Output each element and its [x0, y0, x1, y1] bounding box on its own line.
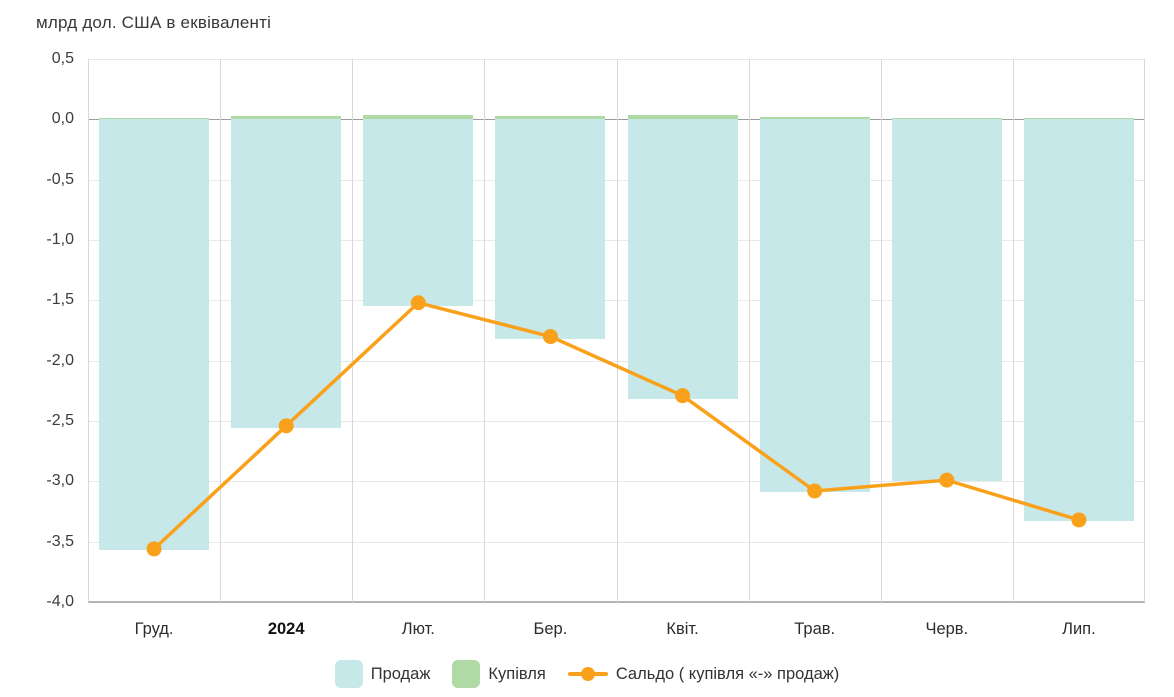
gridline-v: [352, 59, 354, 602]
gridline-v: [748, 59, 750, 602]
legend-label-saldo: Сальдо ( купівля «-» продаж): [615, 664, 840, 683]
saldo-point[interactable]: [278, 418, 294, 434]
purchase-swatch-icon: [452, 660, 481, 688]
y-tick-label: -3,0: [46, 472, 74, 490]
x-tick-label: Лют.: [401, 620, 435, 638]
y-tick-label: -4,0: [46, 593, 74, 610]
saldo-line-path: [152, 300, 1080, 551]
saldo-point[interactable]: [410, 295, 426, 311]
bar-sale[interactable]: [891, 119, 1002, 482]
bar-purchase[interactable]: [1023, 118, 1134, 120]
y-tick-label: 0,0: [51, 110, 74, 128]
gridline-v: [616, 59, 618, 602]
gridline-v: [484, 59, 486, 602]
y-tick-label: -1,0: [46, 231, 74, 248]
y-tick-label: -2,0: [46, 351, 74, 369]
gridline-v: [1144, 59, 1145, 602]
bar-purchase[interactable]: [231, 115, 342, 120]
x-tick-label: Бер.: [533, 620, 568, 638]
y-tick-label: -2,5: [46, 412, 74, 429]
legend-item-saldo[interactable]: Сальдо ( купівля «-» продаж): [567, 664, 840, 684]
bar-sale[interactable]: [99, 119, 210, 551]
plot-area: [88, 59, 1145, 603]
saldo-point[interactable]: [807, 483, 823, 499]
saldo-line-icon: [567, 666, 608, 682]
gridline-h: [88, 601, 1145, 603]
bar-purchase[interactable]: [891, 118, 1002, 120]
x-tick-label: 2024: [267, 620, 305, 638]
bar-sale[interactable]: [363, 119, 474, 307]
saldo-point[interactable]: [939, 472, 955, 488]
gridline-v: [880, 59, 882, 602]
sale-swatch-icon: [334, 660, 363, 688]
gridline-v: [88, 59, 89, 602]
legend-label-purchase: Купівля: [488, 664, 546, 683]
legend-label-sale: Продаж: [370, 664, 431, 683]
bar-purchase[interactable]: [495, 115, 606, 120]
y-tick-label: -1,5: [46, 291, 74, 309]
gridline-v: [1012, 59, 1014, 602]
legend-item-sale[interactable]: Продаж: [334, 660, 431, 688]
x-tick-label: Черв.: [925, 620, 969, 638]
x-tick-label: Трав.: [794, 620, 836, 638]
x-tick-label: Квіт.: [666, 620, 699, 638]
bar-sale[interactable]: [1023, 119, 1134, 522]
bar-sale[interactable]: [231, 119, 342, 429]
bar-sale[interactable]: [759, 119, 870, 493]
bar-purchase[interactable]: [363, 114, 474, 120]
bar-purchase[interactable]: [99, 118, 210, 120]
bar-purchase[interactable]: [627, 114, 738, 120]
bar-sale[interactable]: [627, 119, 738, 400]
saldo-point[interactable]: [1071, 512, 1087, 528]
saldo-point[interactable]: [542, 329, 558, 345]
legend: Продаж Купівля Сальдо ( купівля «-» прод…: [0, 656, 1174, 692]
y-tick-label: 0,5: [51, 50, 74, 67]
saldo-point[interactable]: [146, 541, 162, 557]
saldo-point[interactable]: [675, 388, 691, 404]
x-tick-label: Груд.: [134, 620, 174, 638]
y-tick-label: -0,5: [46, 170, 74, 188]
chart-title: млрд дол. США в еквіваленті: [36, 13, 272, 32]
bar-sale[interactable]: [495, 119, 606, 339]
saldo-line: [146, 295, 1087, 557]
gridline-v: [220, 59, 222, 602]
legend-item-purchase[interactable]: Купівля: [452, 660, 546, 688]
bar-purchase[interactable]: [759, 116, 870, 120]
x-tick-label: Лип.: [1062, 620, 1096, 638]
y-tick-label: -3,5: [46, 532, 74, 550]
saldo-dot-icon: [580, 667, 595, 681]
